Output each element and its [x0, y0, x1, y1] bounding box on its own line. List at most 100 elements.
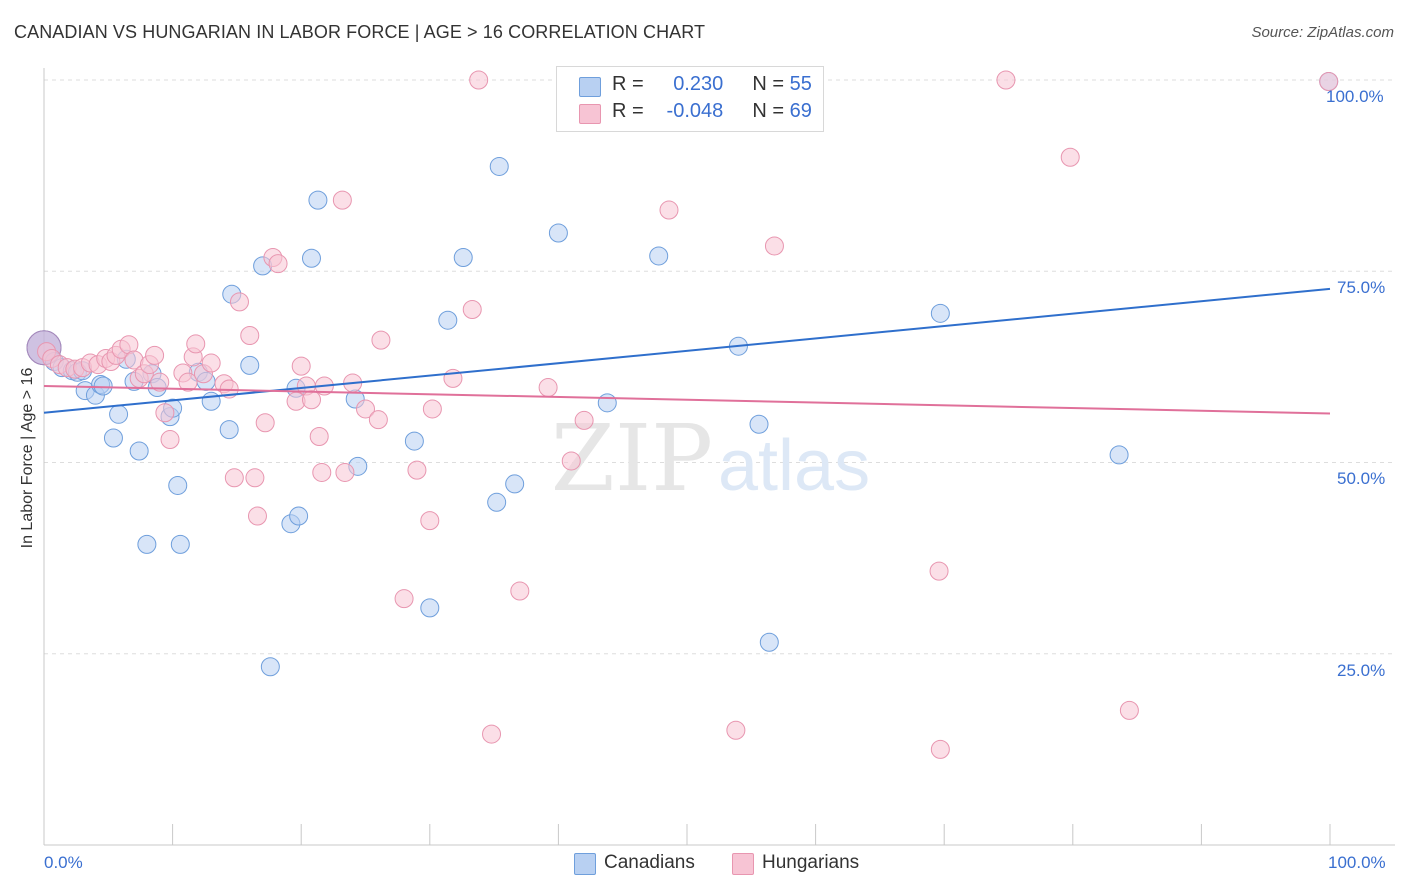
- hungarians-point: [764, 236, 784, 256]
- hungarians-point: [332, 190, 352, 210]
- canadians-point: [289, 506, 309, 526]
- watermark-atlas: atlas: [718, 426, 870, 506]
- hungarians-point: [930, 739, 950, 759]
- y-tick-label-100: 100.0%: [1326, 87, 1384, 106]
- canadians-point: [453, 247, 473, 267]
- canadians-point: [170, 534, 190, 554]
- canadians-point: [308, 190, 328, 210]
- hungarians-point: [407, 460, 427, 480]
- hungarians-point: [186, 334, 206, 354]
- hungarians-point: [356, 399, 375, 419]
- hungarians-point: [160, 430, 180, 450]
- canadians-point: [505, 474, 525, 494]
- hungarians-point: [245, 468, 265, 488]
- y-tick-label-50: 50.0%: [1337, 469, 1386, 488]
- correlation-legend: R = 0.230 N = 55 R = -0.048 N = 69: [556, 66, 824, 132]
- canadians-point: [420, 598, 440, 618]
- hungarians-point: [291, 356, 311, 376]
- trend-lines: [43, 287, 1331, 415]
- canadians-point: [649, 246, 669, 266]
- canadians-swatch: [579, 77, 601, 97]
- hungarians-point: [561, 451, 581, 471]
- hungarians-point: [422, 399, 442, 419]
- hungarians-point: [309, 426, 329, 446]
- hungarians-n-label: N =: [752, 100, 785, 122]
- canadians-trend-line: [43, 287, 1331, 414]
- x-tick-label-min: 0.0%: [44, 853, 83, 872]
- hungarians-point: [240, 326, 260, 346]
- hungarians-point: [510, 581, 530, 601]
- hungarians-point: [420, 511, 440, 531]
- canadians-point: [487, 492, 507, 512]
- hungarians-r-value: -0.048: [666, 100, 724, 122]
- hungarians-point: [1060, 147, 1080, 167]
- hungarians-point: [929, 561, 949, 581]
- canadians-point: [168, 475, 188, 495]
- canadians-points: [26, 72, 1339, 677]
- canadians-point: [137, 534, 157, 554]
- hungarians-swatch: [579, 104, 601, 124]
- hungarians-point: [1319, 72, 1339, 92]
- hungarians-point: [224, 468, 244, 488]
- canadians-point: [597, 393, 617, 413]
- hungarians-point: [482, 724, 502, 744]
- canadians-point: [129, 441, 149, 461]
- canadians-point: [103, 428, 123, 448]
- hungarians-point: [574, 410, 594, 430]
- hungarians-trend-line: [43, 385, 1331, 415]
- canadians-r-value: 0.230: [673, 73, 724, 95]
- canadians-legend-label: Canadians: [604, 852, 695, 873]
- canadians-point: [201, 391, 221, 411]
- hungarians-legend-label: Hungarians: [762, 852, 860, 873]
- hungarians-point: [255, 413, 275, 433]
- canadians-point: [749, 414, 769, 434]
- hungarians-point: [201, 353, 221, 373]
- canadians-point: [260, 657, 280, 677]
- chart-title: CANADIAN VS HUNGARIAN IN LABOR FORCE | A…: [14, 22, 706, 42]
- canadians-point: [109, 404, 129, 424]
- hungarians-point: [368, 410, 388, 430]
- hungarians-n-value: 69: [789, 100, 812, 122]
- canadians-point: [240, 355, 260, 375]
- y-tick-label-75: 75.0%: [1337, 278, 1386, 297]
- hungarians-legend-swatch: [732, 853, 754, 875]
- hungarians-point: [538, 378, 558, 398]
- hungarians-point: [996, 70, 1016, 90]
- y-axis-label: In Labor Force | Age > 16: [19, 367, 36, 549]
- watermark: ZIP atlas: [551, 405, 870, 512]
- canadians-point: [93, 376, 113, 396]
- hungarians-point: [145, 345, 165, 365]
- canadians-legend-swatch: [574, 853, 596, 875]
- canadians-point: [1109, 445, 1129, 465]
- hungarians-point: [268, 254, 288, 274]
- hungarians-point: [469, 70, 489, 90]
- hungarians-point: [394, 589, 414, 609]
- canadians-point: [301, 248, 321, 268]
- hungarians-point: [462, 300, 482, 319]
- axes: [43, 68, 1395, 846]
- canadians-point: [438, 310, 458, 330]
- hungarians-point: [150, 372, 170, 392]
- y-tick-label-25: 25.0%: [1337, 661, 1386, 680]
- canadians-n-value: 55: [789, 73, 812, 95]
- canadians-point: [219, 420, 239, 440]
- canadians-point: [404, 431, 424, 451]
- canadians-point: [930, 303, 950, 323]
- hungarians-point: [312, 462, 332, 482]
- hungarians-point: [155, 403, 175, 423]
- hungarians-point: [335, 462, 355, 482]
- hungarians-point: [659, 200, 679, 220]
- hungarians-point: [1119, 700, 1139, 720]
- hungarians-point: [229, 292, 249, 312]
- x-tick-label-max: 100.0%: [1328, 853, 1386, 872]
- hungarians-point: [178, 372, 198, 392]
- hungarians-point: [301, 390, 321, 410]
- source-label: Source: ZipAtlas.com: [1251, 24, 1394, 41]
- canadians-point: [759, 632, 779, 652]
- hungarians-point: [726, 720, 746, 740]
- hungarians-point: [247, 506, 267, 526]
- canadians-point: [548, 223, 568, 243]
- canadians-point: [489, 156, 509, 176]
- hungarians-r-label: R =: [612, 100, 644, 122]
